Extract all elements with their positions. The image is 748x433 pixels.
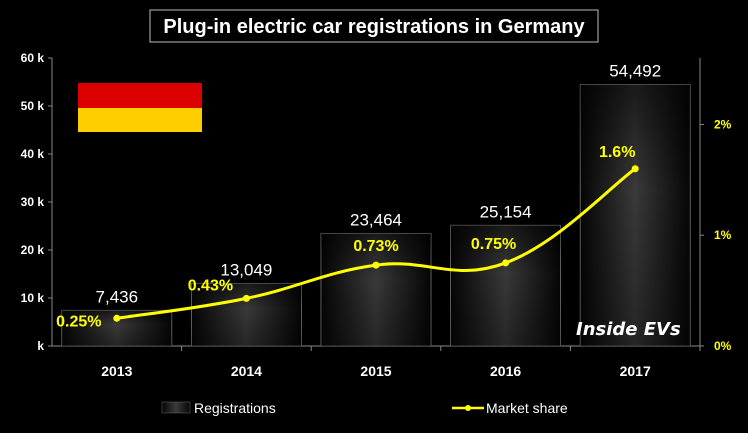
category-label: 2015 (360, 363, 391, 379)
bar-shade-2017 (580, 84, 691, 346)
bar-value-label: 25,154 (480, 202, 532, 221)
market-share-label: 0.75% (471, 236, 516, 253)
bar-shade-2014 (191, 283, 302, 346)
market-share-point (502, 259, 510, 267)
left-tick-label: 10 k (21, 291, 45, 305)
bar-shade-2015 (321, 233, 431, 346)
market-share-label: 0.73% (353, 238, 398, 255)
market-share-label: 1.6% (599, 144, 635, 161)
right-tick-label: 1% (714, 228, 732, 242)
legend-swatch-registrations (161, 401, 191, 414)
legend: Registrations Market share (161, 400, 568, 416)
left-tick-labels: k 10 k 20 k 30 k 40 k 50 k 60 k (21, 51, 52, 353)
germany-flag (78, 58, 202, 132)
bar-value-label: 54,492 (609, 61, 661, 80)
watermark-logo: Inside EVs (576, 319, 681, 340)
right-tick-label: 2% (714, 117, 732, 131)
bar-value-label: 7,436 (96, 287, 139, 306)
legend-label-registrations: Registrations (194, 400, 276, 416)
left-tick-label: k (37, 339, 44, 353)
legend-label-market-share: Market share (486, 400, 568, 416)
category-label: 2014 (231, 363, 262, 379)
category-label: 2016 (490, 363, 521, 379)
bar-value-labels: 7,436 13,049 23,464 25,154 54,492 (96, 61, 662, 306)
market-share-point (242, 294, 250, 302)
market-share-point (372, 261, 380, 269)
market-share-label: 0.43% (188, 277, 233, 294)
legend-marker-market-share (465, 405, 471, 411)
bar-value-label: 23,464 (350, 210, 402, 229)
category-label: 2013 (101, 363, 132, 379)
left-tick-label: 50 k (21, 99, 45, 113)
category-label: 2017 (620, 363, 651, 379)
title-box (149, 9, 599, 43)
right-tick-labels: 0% 1% 2% (700, 117, 732, 353)
category-labels: 2013 2014 2015 2016 2017 (101, 346, 701, 379)
market-share-point (631, 165, 639, 173)
bar-value-label: 13,049 (220, 260, 272, 279)
market-share-series: 0.25% 0.43% 0.73% 0.75% 1.6% (56, 144, 639, 330)
right-tick-label: 0% (714, 339, 732, 353)
left-tick-label: 40 k (21, 147, 45, 161)
left-tick-label: 30 k (21, 195, 45, 209)
market-share-label: 0.25% (56, 313, 101, 330)
left-tick-label: 60 k (21, 51, 45, 65)
chart-title: Plug-in electric car registrations in Ge… (163, 16, 585, 38)
market-share-point (113, 314, 121, 322)
left-tick-label: 20 k (21, 243, 45, 257)
